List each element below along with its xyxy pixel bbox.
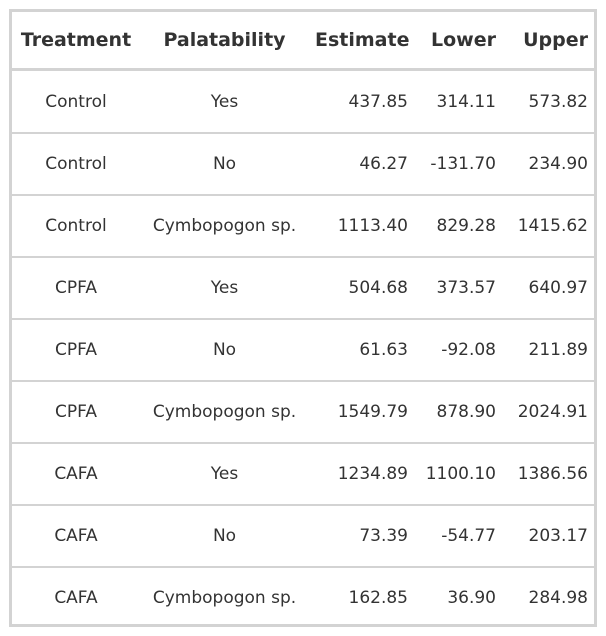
upper-cell: 234.90 [502, 132, 594, 195]
palatability-cell: Cymbopogon sp. [140, 566, 309, 628]
upper-cell: 640.97 [502, 256, 594, 319]
treatment-cell: CAFA [12, 442, 140, 505]
lower-cell: 1100.10 [414, 442, 502, 505]
treatment-cell: CAFA [12, 566, 140, 628]
upper-cell: 2024.91 [502, 380, 594, 443]
upper-cell: 284.98 [502, 566, 594, 628]
header-treatment: Treatment [12, 12, 140, 71]
palatability-cell: Cymbopogon sp. [140, 194, 309, 257]
palatability-cell: Cymbopogon sp. [140, 380, 309, 443]
upper-cell: 573.82 [528, 91, 588, 112]
estimate-cell: 61.63 [309, 318, 414, 381]
estimate-cell: 504.68 [309, 256, 414, 319]
lower-cell: 878.90 [414, 380, 502, 443]
lower-cell: -54.77 [414, 504, 502, 567]
estimate-cell: 1113.40 [309, 194, 414, 257]
lower-cell: 314.11 [436, 91, 496, 112]
palatability-cell: No [140, 318, 309, 381]
treatment-cell: CPFA [12, 256, 140, 319]
treatment-cell: Control [45, 91, 107, 112]
header-palatability: Palatability [140, 12, 309, 71]
treatment-cell: Control [12, 194, 140, 257]
table-row: Control No 46.27 -131.70 234.90 [12, 132, 594, 195]
header-upper: Upper [502, 12, 594, 71]
table-row: Control Cymbopogon sp. 1113.40 829.28 14… [12, 194, 594, 257]
estimate-cell: 162.85 [309, 566, 414, 628]
treatment-cell: CPFA [12, 380, 140, 443]
lower-cell: 373.57 [414, 256, 502, 319]
palatability-cell: No [140, 132, 309, 195]
lower-cell: -92.08 [414, 318, 502, 381]
treatment-cell: CPFA [12, 318, 140, 381]
estimate-cell: 1234.89 [309, 442, 414, 505]
upper-cell: 1415.62 [502, 194, 594, 257]
upper-cell: 1386.56 [502, 442, 594, 505]
table-row: CPFA No 61.63 -92.08 211.89 [12, 318, 594, 381]
results-table: Treatment Palatability Estimate Lower Up… [12, 12, 594, 628]
table-header-row: Treatment Palatability Estimate Lower Up… [12, 12, 594, 71]
table-row: CPFA Yes 504.68 373.57 640.97 [12, 256, 594, 319]
treatment-cell: CAFA [12, 504, 140, 567]
results-table-frame: Treatment Palatability Estimate Lower Up… [9, 9, 597, 628]
estimate-cell: 1549.79 [309, 380, 414, 443]
table-row: CAFA No 73.39 -54.77 203.17 [12, 504, 594, 567]
table-row: CAFA Yes 1234.89 1100.10 1386.56 [12, 442, 594, 505]
palatability-cell: Yes [140, 442, 309, 505]
table-row: CPFA Cymbopogon sp. 1549.79 878.90 2024.… [12, 380, 594, 443]
palatability-cell: No [140, 504, 309, 567]
palatability-cell: Yes [210, 91, 239, 112]
table-row: Control Yes 437.85 314.11 573.82 [12, 70, 594, 134]
palatability-cell: Yes [140, 256, 309, 319]
treatment-cell: Control [12, 132, 140, 195]
lower-cell: 36.90 [414, 566, 502, 628]
estimate-cell: 73.39 [309, 504, 414, 567]
upper-cell: 203.17 [502, 504, 594, 567]
lower-cell: -131.70 [414, 132, 502, 195]
header-lower: Lower [414, 12, 502, 71]
estimate-cell: 437.85 [348, 91, 408, 112]
lower-cell: 829.28 [414, 194, 502, 257]
upper-cell: 211.89 [502, 318, 594, 381]
header-estimate: Estimate [309, 12, 414, 71]
table-row: CAFA Cymbopogon sp. 162.85 36.90 284.98 [12, 566, 594, 628]
estimate-cell: 46.27 [309, 132, 414, 195]
